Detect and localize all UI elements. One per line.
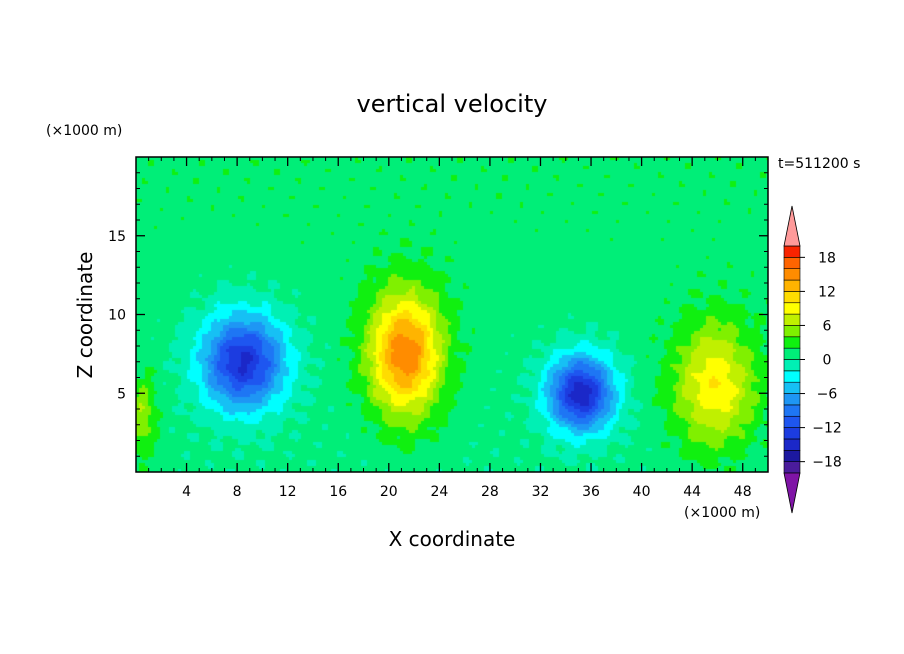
x-tick-label: 36 [582,484,600,500]
y-units-label: (×1000 m) [46,123,122,139]
colorbar-bin [783,381,801,394]
x-tick-label: 4 [182,484,191,500]
y-tick-label: 15 [108,229,126,245]
x-tick-label: 32 [532,484,550,500]
colorbar: 18 12 6 0 −6 −12 −18 [783,205,842,514]
colorbar-bin [783,427,801,440]
x-units-label: (×1000 m) [684,505,760,521]
x-tick-label: 16 [329,484,347,500]
x-axis-ticks: 4 8 12 16 20 24 28 32 36 40 44 48 [148,157,756,500]
colorbar-bin [783,325,801,338]
colorbar-tick-label: 12 [818,284,836,300]
colorbar-bin [783,438,801,451]
colorbar-bin [783,461,801,474]
x-tick-label: 12 [279,484,297,500]
x-tick-label: 8 [233,484,242,500]
colorbar-min-arrow [783,472,801,514]
colorbar-bin [783,415,801,428]
colorbar-bin [783,268,801,281]
colorbar-bin [783,291,801,304]
colorbar-bin [783,336,801,349]
colorbar-bin [783,313,801,326]
x-tick-label: 44 [683,484,701,500]
x-tick-label: 48 [734,484,752,500]
x-tick-label: 28 [481,484,499,500]
colorbar-tick-label: −12 [812,421,842,437]
colorbar-bin [783,370,801,383]
x-tick-label: 40 [633,484,651,500]
colorbar-bin [783,393,801,406]
y-tick-label: 10 [108,308,126,324]
colorbar-tick-label: 18 [818,250,836,266]
y-axis-label: Z coordinate [73,252,97,379]
colorbar-tick-label: −6 [817,387,838,403]
colorbar-tick-label: 0 [823,353,832,369]
heatmap-image [136,157,768,472]
colorbar-bin [783,257,801,270]
chart-title: vertical velocity [357,90,548,118]
colorbar-tick-label: −18 [812,455,842,471]
colorbar-bin [783,449,801,462]
y-axis-ticks: 5 10 15 [108,172,768,457]
time-label: t=511200 s [778,156,860,172]
x-tick-label: 24 [430,484,448,500]
colorbar-max-arrow [783,205,801,247]
colorbar-tick-label: 6 [823,318,832,334]
colorbar-bin [783,302,801,315]
colorbar-bin [783,359,801,372]
x-axis-label: X coordinate [389,527,516,551]
colorbar-bin [783,404,801,417]
colorbar-bin [783,347,801,360]
colorbar-bin [783,245,801,258]
heatmap-field [136,157,768,472]
y-tick-label: 5 [117,386,126,402]
x-tick-label: 20 [380,484,398,500]
colorbar-bin [783,279,801,292]
